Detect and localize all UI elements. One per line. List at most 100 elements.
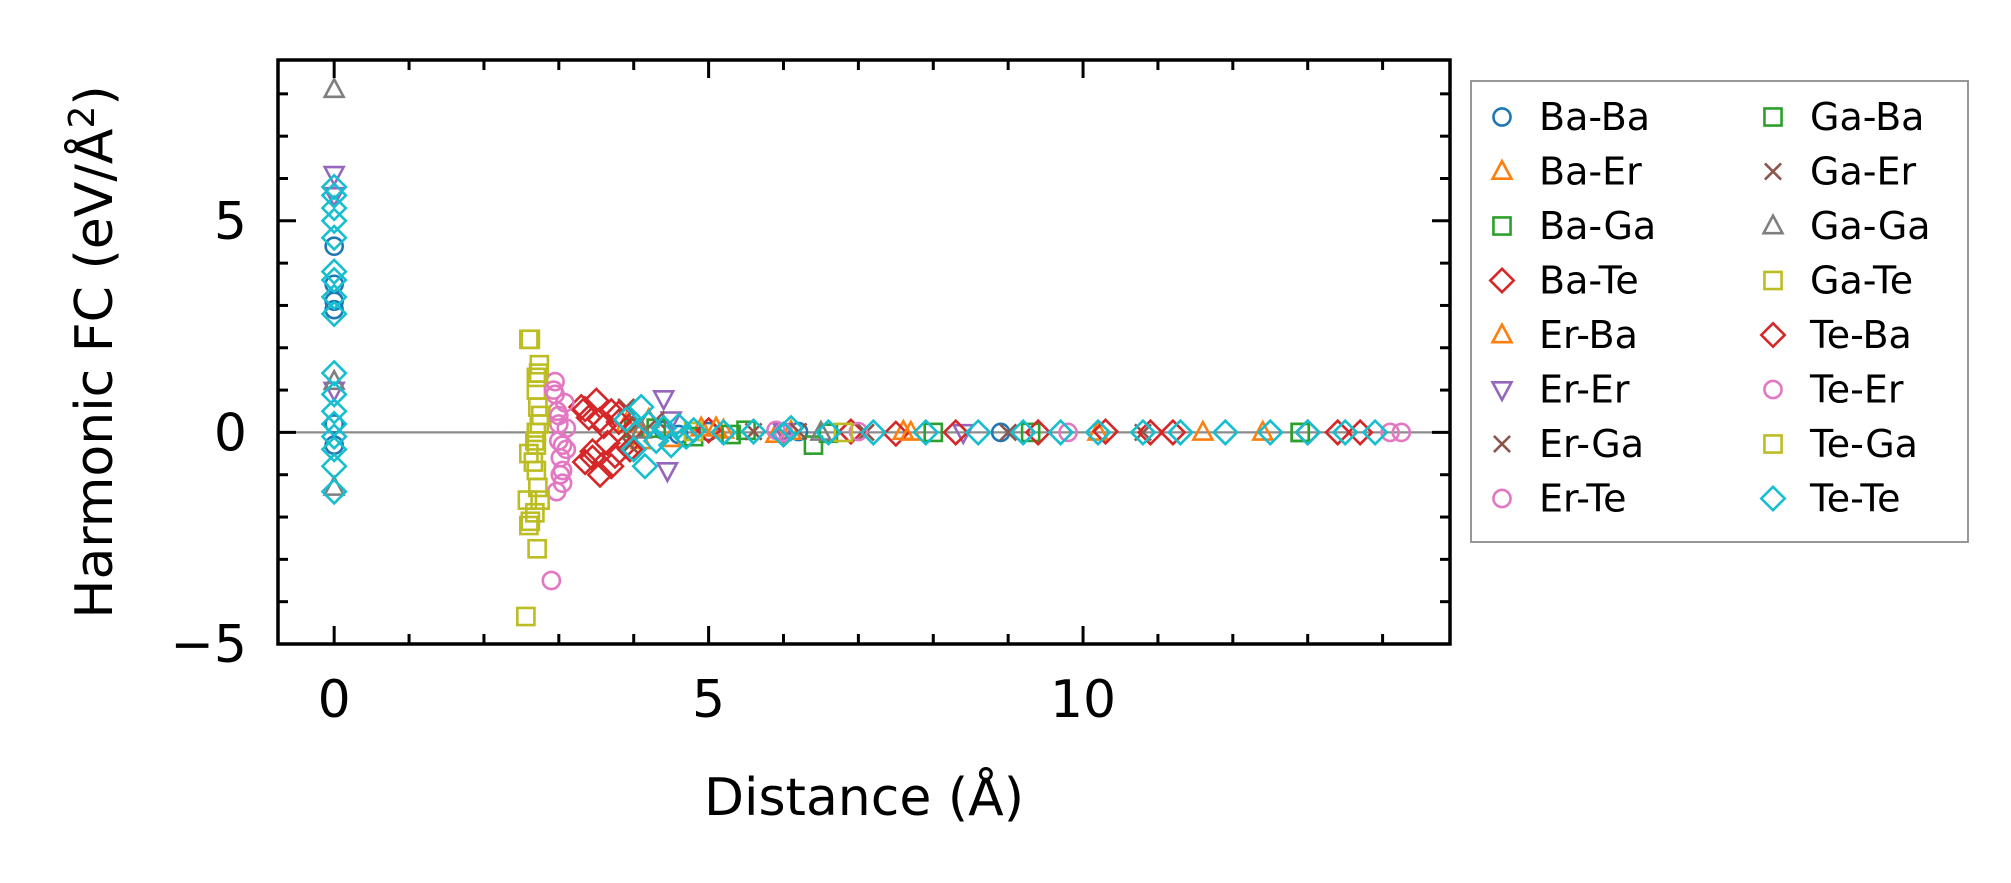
- data-point-er-er: [322, 165, 346, 188]
- legend-marker-ba-ba: [1492, 107, 1512, 127]
- data-point-er-te: [848, 421, 869, 442]
- legend-marker-er-er: [1490, 380, 1514, 403]
- legend-marker-ga-ba: [1763, 107, 1783, 127]
- data-point-te-er: [1391, 422, 1412, 443]
- data-point-te-er: [543, 380, 564, 400]
- legend-label-te-ba: Te-Ba: [1809, 313, 1912, 357]
- data-point-ba-er: [764, 421, 788, 444]
- data-point-er-er: [652, 390, 676, 412]
- data-point-te-te: [320, 478, 348, 506]
- legend-label-te-ga: Te-Ga: [1809, 422, 1918, 466]
- data-point-ba-te: [1159, 418, 1187, 446]
- data-point-te-te: [1129, 418, 1157, 446]
- data-point-ga-te: [516, 606, 536, 627]
- legend-item-er-ga: Er-Ga: [1492, 422, 1644, 466]
- data-point-te-te: [680, 416, 708, 444]
- data-point-er-te: [556, 439, 577, 460]
- data-point-te-ga: [526, 422, 547, 443]
- legend-frame: [1470, 80, 1969, 543]
- data-point-te-te: [320, 181, 348, 209]
- data-point-te-te: [1294, 418, 1322, 446]
- data-point-ga-te: [528, 477, 548, 498]
- data-point-te-te: [320, 266, 348, 294]
- series-ga-ba: [646, 418, 1311, 455]
- data-point-er-ba: [1191, 419, 1215, 441]
- data-point-ga-te: [526, 380, 547, 400]
- x-tick-label: 0: [318, 670, 351, 730]
- data-point-te-ba: [616, 435, 644, 463]
- data-point-te-ba: [597, 452, 625, 480]
- data-point-te-te: [320, 452, 348, 480]
- series-te-te: [320, 173, 1389, 506]
- data-point-te-ba: [578, 444, 607, 472]
- data-point-te-te: [642, 427, 670, 455]
- y-axis-label-close: ): [65, 85, 125, 105]
- legend-marker-ba-ga: [1492, 216, 1512, 236]
- data-point-ba-te: [593, 429, 622, 457]
- legend-label-te-te: Te-Te: [1809, 477, 1901, 521]
- data-point-te-te: [320, 224, 348, 252]
- legend-label-ba-te: Ba-Te: [1539, 259, 1639, 303]
- data-point-er-er: [322, 186, 346, 209]
- legend-item-ga-ga: Ga-Ga: [1761, 204, 1931, 248]
- data-point-te-te: [769, 420, 798, 449]
- legend-marker-ga-ga: [1761, 212, 1785, 235]
- legend-marker-te-ga: [1763, 434, 1783, 454]
- data-point-ga-ga: [629, 417, 653, 439]
- y-tick-label: −5: [170, 615, 247, 675]
- data-point-te-te: [777, 414, 805, 442]
- data-point-te-te: [320, 435, 348, 463]
- legend-marker-ga-te: [1763, 270, 1783, 291]
- legend-label-er-te: Er-Te: [1539, 477, 1627, 521]
- legend-item-er-te: Er-Te: [1492, 477, 1627, 521]
- legend-item-ba-ga: Ba-Ga: [1492, 204, 1656, 248]
- y-axis-label-exponent: 2: [62, 106, 103, 129]
- data-point-te-te: [1166, 418, 1194, 446]
- legend-marker-er-ga: [1492, 434, 1512, 454]
- data-point-te-te: [320, 397, 348, 425]
- data-point-te-te: [320, 194, 348, 222]
- data-point-te-te: [912, 418, 940, 446]
- data-point-te-ba: [942, 418, 970, 446]
- x-tick-label: 5: [692, 670, 725, 730]
- data-point-te-te: [320, 300, 348, 328]
- data-point-ga-te: [525, 502, 545, 523]
- legend-item-ga-ba: Ga-Ba: [1763, 95, 1924, 139]
- data-point-ba-te: [1324, 418, 1352, 446]
- data-point-ga-ba: [721, 424, 741, 445]
- data-point-te-te: [320, 207, 348, 235]
- series-te-ga: [519, 329, 550, 536]
- data-point-ga-te: [833, 422, 854, 443]
- legend: Ba-Ba Ba-Er Ba-Ga Ba-Te Er-Ba Er-Er Er-Ga Er-Te…: [1470, 80, 1969, 543]
- data-point-te-ga: [519, 515, 539, 536]
- data-point-ga-ga: [809, 419, 833, 441]
- legend-marker-ba-te: [1488, 266, 1516, 295]
- data-point-ba-ga: [818, 423, 839, 444]
- legend-marker-er-te: [1492, 488, 1512, 509]
- legend-item-ga-te: Ga-Te: [1763, 259, 1913, 303]
- legend-item-er-ba: Er-Ba: [1490, 313, 1638, 357]
- legend-label-ga-te: Ga-Te: [1810, 259, 1913, 303]
- data-point-te-te: [320, 283, 348, 311]
- data-point-te-te: [1084, 418, 1112, 446]
- data-point-te-te: [710, 418, 738, 446]
- legend-label-ba-ba: Ba-Ba: [1539, 95, 1650, 139]
- data-point-er-er: [655, 461, 680, 484]
- data-point-ba-er: [1251, 419, 1275, 441]
- data-point-te-te: [740, 418, 768, 446]
- legend-item-ba-ba: Ba-Ba: [1492, 95, 1650, 139]
- legend-item-te-ga: Te-Ga: [1763, 422, 1918, 466]
- data-point-te-er: [550, 464, 571, 485]
- data-point-ba-te: [882, 420, 910, 448]
- legend-marker-te-te: [1759, 484, 1787, 513]
- data-point-te-te: [620, 435, 648, 463]
- x-axis-label: Distance (Å): [704, 766, 1024, 828]
- legend-item-te-ba: Te-Ba: [1759, 313, 1912, 357]
- data-point-te-te: [320, 173, 348, 201]
- data-point-te-te: [631, 452, 659, 480]
- data-point-ba-ba: [324, 414, 345, 434]
- legend-marker-er-ba: [1490, 321, 1514, 344]
- y-tick-label: 5: [214, 192, 247, 252]
- data-point-er-te: [541, 570, 562, 591]
- y-tick-label: 0: [214, 403, 247, 463]
